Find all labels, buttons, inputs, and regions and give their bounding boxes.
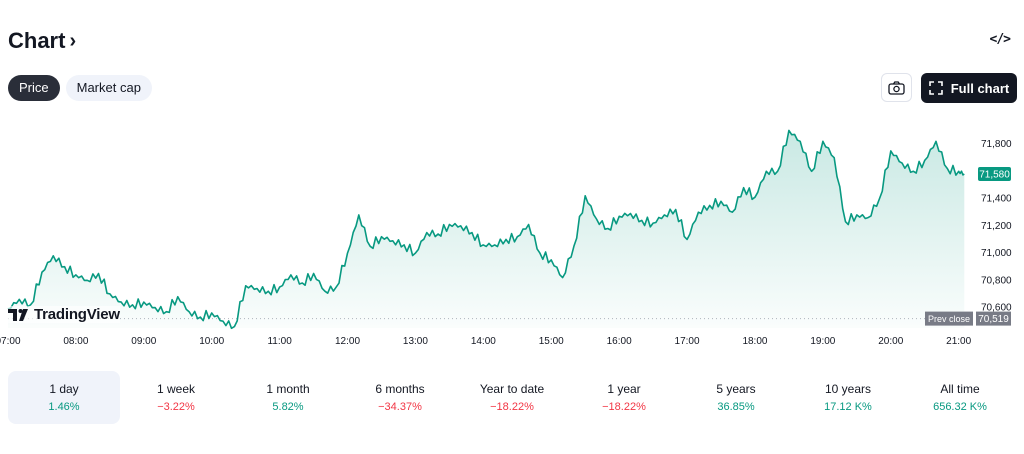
range-change: 656.32 K% [933,401,987,413]
range-label: Year to date [479,382,545,396]
price-chart[interactable]: 70,600 70,800 71,000 71,200 71,400 71,800 07:… [0,110,1024,350]
range-change: −34.37% [378,401,422,413]
tab-price[interactable]: Price [8,75,60,101]
x-tick-label: 10:00 [199,336,224,347]
range-label: 1 week [156,382,196,396]
range-change: 5.82% [272,401,304,413]
range-label: 1 year [607,382,641,396]
range-5-years[interactable]: 5 years 36.85% [680,371,792,424]
time-range-selector: 1 day 1.46% 1 week −3.22% 1 month 5.82% … [8,371,1016,424]
y-axis: 70,600 70,800 71,000 71,200 71,400 71,800 [981,139,1012,314]
range-1-month[interactable]: 1 month 5.82% [232,371,344,424]
y-tick-label: 70,800 [981,275,1012,286]
tradingview-logo[interactable]: TradingView [8,306,120,323]
prev-close-value: 70,519 [978,314,1009,325]
x-tick-label: 12:00 [335,336,360,347]
range-label: 6 months [375,382,425,396]
x-tick-label: 20:00 [878,336,903,347]
full-chart-label: Full chart [950,80,1010,96]
prev-close-value-badge [976,311,1011,326]
camera-icon [888,80,905,95]
current-price-badge [978,167,1011,182]
x-tick-label: 17:00 [675,336,700,347]
x-tick-label: 11:00 [267,336,292,347]
x-tick-label: 13:00 [403,336,428,347]
x-tick-label: 07:00 [0,336,21,347]
tradingview-logo-text: TradingView [34,306,120,323]
price-area-fill [8,130,965,329]
range-label: 1 day [49,382,79,396]
y-tick-label: 70,600 [981,303,1012,314]
x-tick-label: 08:00 [63,336,88,347]
tab-market-cap[interactable]: Market cap [65,75,152,101]
screenshot-button[interactable] [881,73,912,102]
range-1-year[interactable]: 1 year −18.22% [568,371,680,424]
x-tick-label: 16:00 [607,336,632,347]
price-line [7,129,965,330]
y-tick-label: 71,800 [981,139,1012,150]
prev-close-badge [925,311,973,326]
x-tick-label: 14:00 [471,336,496,347]
range-label: 1 month [266,382,310,396]
chart-title-link[interactable]: Chart › [8,28,76,54]
y-tick-label: 71,400 [981,194,1012,205]
current-price-label: 71,580 [979,170,1010,181]
range-change: −3.22% [157,401,195,413]
range-change: −18.22% [490,401,534,413]
range-all-time[interactable]: All time 656.32 K% [904,371,1016,424]
range-1-day[interactable]: 1 day 1.46% [8,371,120,424]
x-tick-label: 21:00 [946,336,971,347]
y-tick-label: 71,200 [981,221,1012,232]
expand-icon [928,81,943,95]
chart-type-tabs: Price Market cap [8,75,152,101]
range-change: −18.22% [602,401,646,413]
range-change: 17.12 K% [824,401,872,413]
range-label: All time [940,382,980,396]
range-6-months[interactable]: 6 months −34.37% [344,371,456,424]
range-year-to-date[interactable]: Year to date −18.22% [456,371,568,424]
full-chart-button[interactable]: Full chart [921,73,1017,103]
range-label: 10 years [824,382,872,396]
range-1-week[interactable]: 1 week −3.22% [120,371,232,424]
embed-code-icon[interactable]: </> [989,32,1012,47]
x-tick-label: 18:00 [742,336,767,347]
chevron-right-icon: › [69,30,77,52]
x-tick-label: 09:00 [131,336,156,347]
y-tick-label: 71,000 [981,248,1012,259]
range-change: 36.85% [717,401,755,413]
page-title: Chart [8,28,66,53]
tradingview-logo-icon [8,308,28,321]
prev-close-label: Prev close [928,314,970,324]
range-change: 1.46% [48,401,80,413]
range-10-years[interactable]: 10 years 17.12 K% [792,371,904,424]
x-axis: 07:00 08:00 09:00 10:00 11:00 12:00 13:00 14:00… [0,336,972,347]
x-tick-label: 15:00 [539,336,564,347]
x-tick-label: 19:00 [810,336,835,347]
range-label: 5 years [716,382,756,396]
